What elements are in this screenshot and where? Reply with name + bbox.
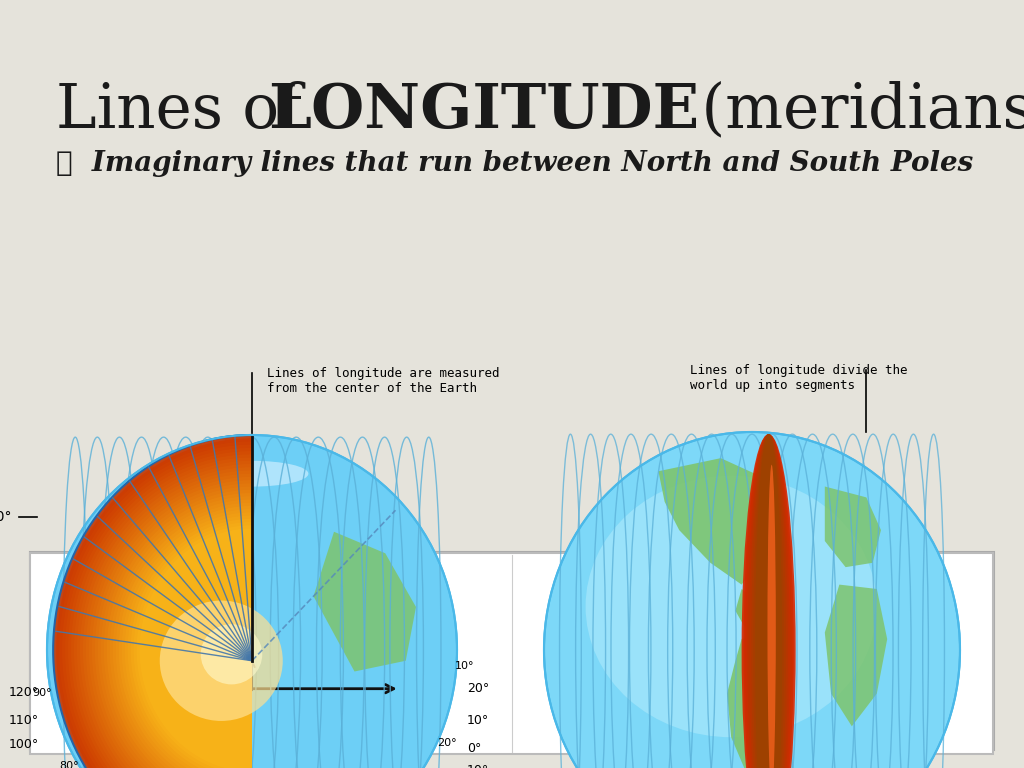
Ellipse shape <box>754 434 784 768</box>
Ellipse shape <box>767 465 776 768</box>
Polygon shape <box>658 458 777 584</box>
Text: 110°: 110° <box>9 714 39 727</box>
Polygon shape <box>71 455 252 768</box>
Text: ❖  Imaginary lines that run between North and South Poles: ❖ Imaginary lines that run between North… <box>56 150 974 177</box>
Polygon shape <box>74 458 252 768</box>
Polygon shape <box>92 477 252 768</box>
Ellipse shape <box>47 435 457 768</box>
Text: 100°: 100° <box>9 738 39 751</box>
Polygon shape <box>125 512 252 768</box>
Polygon shape <box>98 483 252 768</box>
Ellipse shape <box>752 434 786 768</box>
Bar <box>30 552 994 750</box>
Text: Lines of: Lines of <box>56 81 322 141</box>
Ellipse shape <box>743 434 794 768</box>
Polygon shape <box>77 461 252 768</box>
Text: 80°: 80° <box>59 761 79 768</box>
Polygon shape <box>735 589 765 633</box>
Polygon shape <box>80 464 252 768</box>
Polygon shape <box>134 522 252 768</box>
Text: 0°: 0° <box>467 743 481 756</box>
Polygon shape <box>101 487 252 768</box>
Text: 90°: 90° <box>33 687 52 697</box>
Ellipse shape <box>745 434 792 768</box>
Polygon shape <box>727 624 794 768</box>
Polygon shape <box>95 480 252 768</box>
Polygon shape <box>128 515 252 768</box>
Polygon shape <box>122 509 252 768</box>
Polygon shape <box>131 519 252 768</box>
Polygon shape <box>69 451 252 768</box>
Polygon shape <box>137 525 252 768</box>
Polygon shape <box>119 506 252 768</box>
Polygon shape <box>59 442 252 768</box>
Polygon shape <box>313 531 416 671</box>
Ellipse shape <box>160 601 283 721</box>
Ellipse shape <box>544 432 961 768</box>
Text: 120°: 120° <box>9 687 39 700</box>
Polygon shape <box>66 448 252 768</box>
Polygon shape <box>116 503 252 768</box>
Ellipse shape <box>196 461 308 487</box>
Ellipse shape <box>201 624 262 684</box>
Ellipse shape <box>748 434 790 768</box>
Polygon shape <box>53 435 252 768</box>
Text: (meridians): (meridians) <box>682 81 1024 141</box>
Text: Lines of longitude divide the
world up into segments: Lines of longitude divide the world up i… <box>689 364 907 392</box>
Text: 10°: 10° <box>467 764 489 768</box>
Ellipse shape <box>586 475 877 737</box>
Polygon shape <box>139 528 252 768</box>
Text: LONGITUDE: LONGITUDE <box>268 81 699 141</box>
Polygon shape <box>86 471 252 768</box>
Polygon shape <box>62 445 252 768</box>
Text: 180°: 180° <box>0 510 12 524</box>
Text: 20°: 20° <box>437 738 457 748</box>
Polygon shape <box>113 499 252 768</box>
Polygon shape <box>824 486 881 567</box>
Ellipse shape <box>750 434 787 768</box>
Text: 20°: 20° <box>467 682 489 695</box>
Polygon shape <box>89 474 252 768</box>
Polygon shape <box>106 493 252 768</box>
Polygon shape <box>103 490 252 768</box>
Bar <box>30 553 993 754</box>
Text: 10°: 10° <box>467 714 489 727</box>
Polygon shape <box>68 521 211 682</box>
Text: Lines of longitude are measured
from the center of the Earth: Lines of longitude are measured from the… <box>267 367 500 395</box>
Text: 10°: 10° <box>455 661 474 671</box>
Polygon shape <box>110 496 252 768</box>
Polygon shape <box>83 467 252 768</box>
Polygon shape <box>824 584 887 727</box>
Ellipse shape <box>755 434 782 768</box>
Polygon shape <box>56 439 252 768</box>
Polygon shape <box>78 714 150 768</box>
Ellipse shape <box>741 434 796 768</box>
